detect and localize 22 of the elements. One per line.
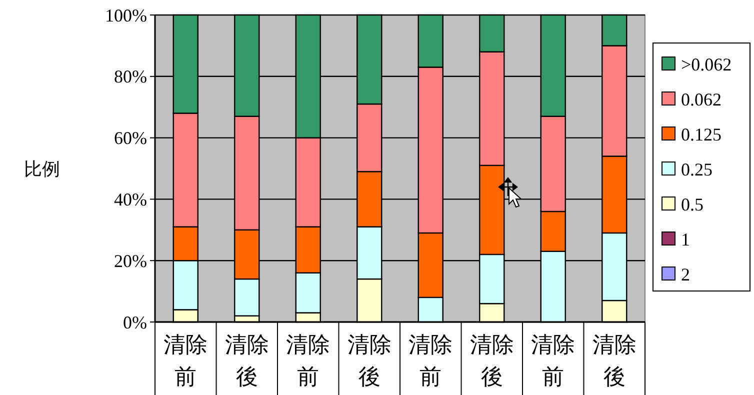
x-tick-label: 清除前 [286, 332, 330, 389]
x-tick-label: 清除後 [592, 332, 636, 389]
x-tick-label: 清除後 [224, 332, 269, 389]
x-tick-label: 清除後 [347, 332, 392, 389]
legend-label: 0.5 [681, 194, 704, 214]
y-tick-label: 80% [114, 66, 147, 87]
legend-label: 0.062 [681, 89, 722, 110]
y-tick-label: 100% [105, 5, 147, 26]
legend-label: 0.125 [681, 124, 722, 144]
x-tick-label: 清除後 [470, 332, 514, 389]
legend-label: 2 [681, 264, 690, 284]
x-tick-label: 清除前 [408, 332, 453, 389]
legend-label: 1 [681, 229, 690, 250]
y-tick-label: 20% [114, 250, 147, 271]
legend-label: 0.25 [681, 159, 712, 180]
y-axis-title: 比例 [24, 158, 60, 179]
y-tick-label: 0% [123, 312, 147, 332]
x-tick-label: 清除前 [531, 332, 576, 389]
y-tick-label: 60% [114, 128, 147, 148]
legend-label: >0.062 [681, 54, 732, 74]
x-tick-label: 清除前 [164, 332, 208, 389]
y-tick-label: 40% [114, 190, 147, 210]
